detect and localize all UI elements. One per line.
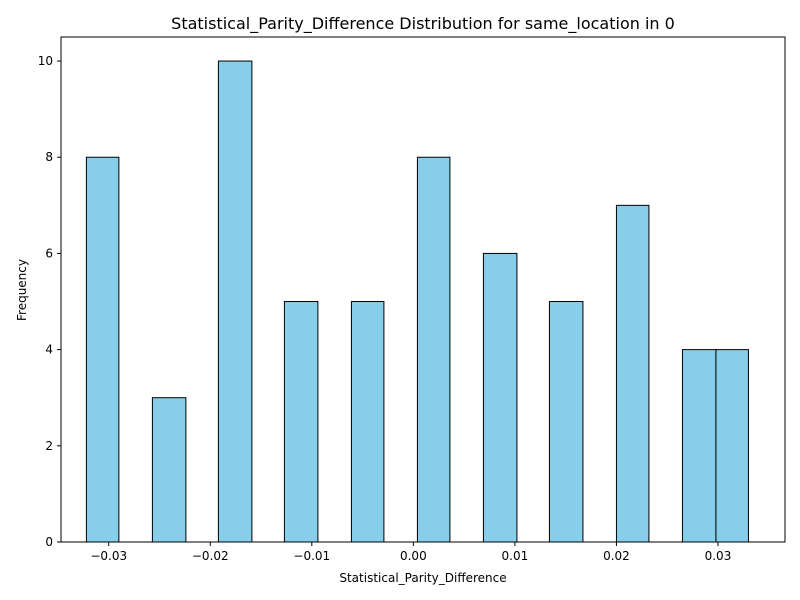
histogram-bar-9 [615,204,650,543]
histogram-bar-6 [416,156,451,543]
x-tick-label: 0.00 [400,549,427,563]
histogram-bar-4 [283,301,319,543]
y-axis-title: Frequency [15,259,29,321]
y-tick-label: 0 [45,535,53,549]
x-tick-label: 0.01 [502,549,529,563]
histogram-bar-2 [151,397,187,543]
histogram-bar-7 [482,252,518,543]
x-tick-label: 0.02 [603,549,630,563]
plot-frame [60,36,786,543]
chart-title: Statistical_Parity_Difference Distributi… [171,14,675,34]
x-axis: −0.03 −0.02 −0.01 0.00 0.01 0.02 0.03 [90,542,731,563]
x-tick-label: −0.02 [192,549,229,563]
histogram-bar-1 [85,156,120,543]
bars-group [85,60,749,543]
histogram-bar-3 [217,60,253,543]
x-axis-title: Statistical_Parity_Difference [339,571,506,585]
y-tick-label: 4 [45,343,53,357]
y-tick-label: 2 [45,439,53,453]
x-tick-label: 0.03 [705,549,732,563]
histogram-bar-10 [681,349,717,543]
x-tick-label: −0.03 [90,549,127,563]
y-tick-label: 10 [38,54,53,68]
histogram-bar-5 [350,301,385,543]
histogram-bar-8 [548,301,584,543]
y-tick-label: 6 [45,246,53,260]
y-axis: 0 2 4 6 8 10 [38,54,61,549]
histogram-bar-11 [715,349,749,543]
x-tick-label: −0.01 [293,549,330,563]
y-tick-label: 8 [45,150,53,164]
